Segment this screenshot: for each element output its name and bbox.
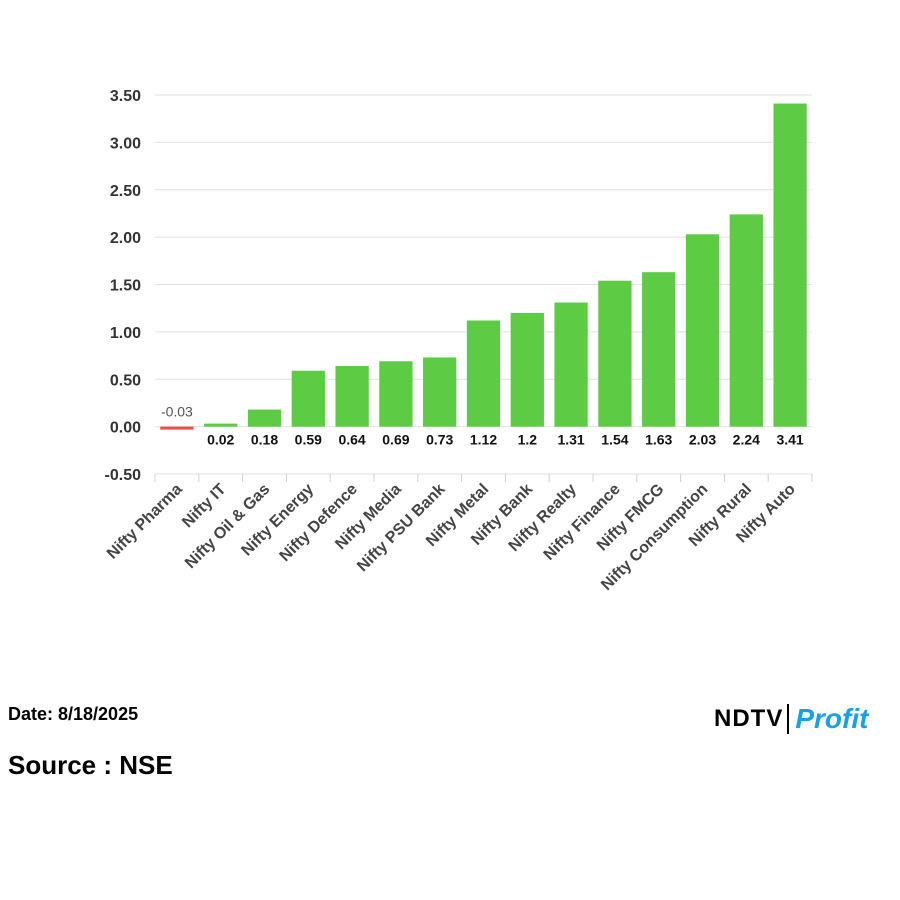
bar bbox=[335, 365, 369, 427]
bar bbox=[642, 272, 676, 427]
data-label: 1.54 bbox=[601, 432, 628, 448]
data-label: 2.03 bbox=[689, 432, 716, 448]
data-label: 1.63 bbox=[645, 432, 672, 448]
bar-chart: 3.50 3.00 2.50 2.00 1.50 1.00 0.50 0.00 -0.50 -0… bbox=[104, 88, 813, 594]
y-tick-label: 2.50 bbox=[110, 183, 141, 200]
date-label: Date: 8/18/2025 bbox=[8, 704, 139, 724]
y-tick-label: 1.00 bbox=[110, 325, 141, 342]
y-axis-ticks: 3.50 3.00 2.50 2.00 1.50 1.00 0.50 0.00 -0.50 bbox=[105, 88, 142, 484]
y-tick-label: 1.50 bbox=[110, 278, 141, 295]
y-tick-label: 3.00 bbox=[110, 135, 141, 152]
data-label: 1.31 bbox=[557, 432, 584, 448]
bar bbox=[729, 214, 763, 427]
data-label: -0.03 bbox=[161, 404, 193, 420]
data-label: 0.18 bbox=[251, 432, 278, 448]
data-label: 0.02 bbox=[207, 432, 234, 448]
bar bbox=[160, 426, 194, 430]
x-category-label: Nifty Finance bbox=[541, 481, 624, 564]
data-label: 2.24 bbox=[733, 432, 760, 448]
data-label: 0.69 bbox=[382, 432, 409, 448]
y-tick-label: 0.00 bbox=[110, 420, 141, 437]
data-label: 3.41 bbox=[776, 432, 803, 448]
source-label: Source : NSE bbox=[8, 750, 173, 780]
y-tick-label: -0.50 bbox=[105, 467, 142, 484]
logo-profit-text: Profit bbox=[795, 703, 869, 734]
ndtv-profit-logo: NDTV Profit bbox=[714, 702, 868, 736]
bar bbox=[379, 361, 413, 427]
bar bbox=[598, 280, 632, 427]
bar bbox=[510, 312, 544, 427]
bar bbox=[773, 103, 807, 427]
bar bbox=[466, 320, 501, 427]
x-category-label: Nifty Pharma bbox=[104, 481, 186, 563]
bar bbox=[685, 234, 720, 427]
y-tick-label: 3.50 bbox=[110, 88, 141, 105]
data-labels: -0.03 0.02 0.18 0.59 0.64 0.69 0.73 1.12 1.2 1.31… bbox=[161, 404, 804, 448]
data-label: 1.2 bbox=[518, 432, 538, 448]
bar bbox=[291, 370, 325, 427]
data-label: 1.12 bbox=[470, 432, 497, 448]
x-category-label: Nifty Defence bbox=[277, 481, 361, 565]
data-label: 0.59 bbox=[295, 432, 322, 448]
data-label: 0.73 bbox=[426, 432, 453, 448]
bar bbox=[204, 423, 238, 427]
bar bbox=[247, 409, 282, 427]
y-tick-label: 0.50 bbox=[110, 372, 141, 389]
data-label: 0.64 bbox=[338, 432, 365, 448]
bar bbox=[554, 302, 588, 427]
bar bbox=[423, 357, 457, 427]
logo-ndtv-text: NDTV bbox=[714, 705, 784, 732]
logo-divider bbox=[787, 704, 790, 734]
y-tick-label: 2.00 bbox=[110, 230, 141, 247]
bars bbox=[160, 103, 807, 430]
